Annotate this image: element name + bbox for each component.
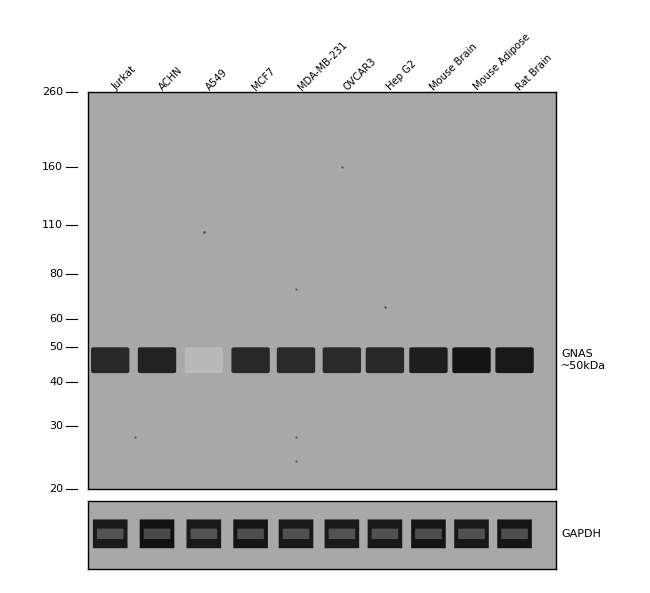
Text: 260: 260 <box>42 87 63 97</box>
Text: ACHN: ACHN <box>157 65 185 92</box>
FancyBboxPatch shape <box>279 519 313 548</box>
FancyBboxPatch shape <box>497 519 532 548</box>
Text: MDA-MB-231: MDA-MB-231 <box>296 39 349 92</box>
FancyBboxPatch shape <box>495 347 534 373</box>
FancyBboxPatch shape <box>454 519 489 548</box>
FancyBboxPatch shape <box>140 519 174 548</box>
FancyBboxPatch shape <box>187 519 221 548</box>
FancyBboxPatch shape <box>372 528 398 539</box>
Text: GAPDH: GAPDH <box>561 529 601 539</box>
Text: 40: 40 <box>49 377 63 387</box>
FancyBboxPatch shape <box>283 528 309 539</box>
Text: Jurkat: Jurkat <box>111 64 138 92</box>
FancyBboxPatch shape <box>366 347 404 373</box>
FancyBboxPatch shape <box>322 347 361 373</box>
FancyBboxPatch shape <box>97 528 124 539</box>
Text: 50: 50 <box>49 342 63 352</box>
FancyBboxPatch shape <box>233 519 268 548</box>
FancyBboxPatch shape <box>237 528 264 539</box>
FancyBboxPatch shape <box>91 347 129 373</box>
FancyBboxPatch shape <box>185 347 223 373</box>
FancyBboxPatch shape <box>415 528 442 539</box>
Text: Hep G2: Hep G2 <box>385 59 418 92</box>
Text: 80: 80 <box>49 269 63 279</box>
FancyBboxPatch shape <box>93 519 127 548</box>
FancyBboxPatch shape <box>452 347 491 373</box>
Text: OVCAR3: OVCAR3 <box>342 56 378 92</box>
Text: GNAS
~50kDa: GNAS ~50kDa <box>561 349 606 371</box>
Text: 30: 30 <box>49 422 63 432</box>
Text: MCF7: MCF7 <box>251 65 277 92</box>
Text: Mouse Brain: Mouse Brain <box>428 41 479 92</box>
FancyBboxPatch shape <box>231 347 270 373</box>
FancyBboxPatch shape <box>138 347 176 373</box>
Text: Mouse Adipose: Mouse Adipose <box>471 31 532 92</box>
FancyBboxPatch shape <box>277 347 315 373</box>
FancyBboxPatch shape <box>324 519 359 548</box>
FancyBboxPatch shape <box>410 347 448 373</box>
FancyBboxPatch shape <box>501 528 528 539</box>
FancyBboxPatch shape <box>411 519 446 548</box>
FancyBboxPatch shape <box>329 528 355 539</box>
Text: Rat Brain: Rat Brain <box>515 52 554 92</box>
FancyBboxPatch shape <box>458 528 485 539</box>
FancyBboxPatch shape <box>190 528 217 539</box>
Text: 110: 110 <box>42 220 63 230</box>
FancyBboxPatch shape <box>144 528 170 539</box>
Text: 20: 20 <box>49 484 63 494</box>
Text: 160: 160 <box>42 162 63 172</box>
Text: A549: A549 <box>204 66 229 92</box>
FancyBboxPatch shape <box>368 519 402 548</box>
Text: 60: 60 <box>49 314 63 324</box>
